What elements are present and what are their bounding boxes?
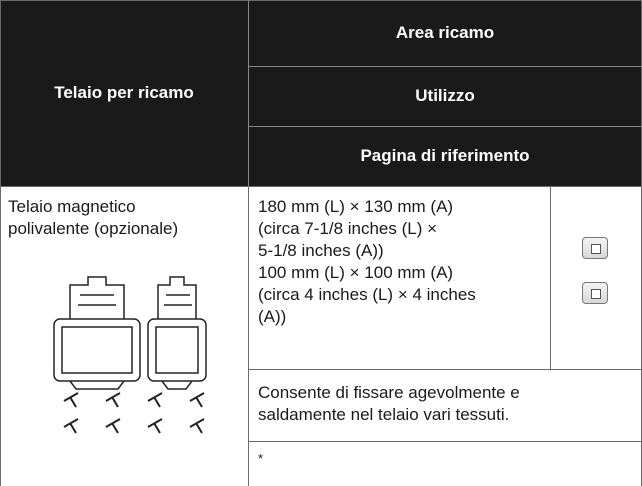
text-line: 180 mm (L) × 130 mm (A)	[258, 197, 454, 216]
text-line: (circa 4 inches (L) × 4 inches	[258, 285, 476, 304]
text-line: (A))	[258, 307, 287, 326]
text-line: 5-1/8 inches (A))	[258, 241, 384, 260]
usage-text: Consente di fissare agevolmente e saldame…	[258, 382, 638, 426]
border	[0, 186, 642, 187]
header-reference: Pagina di riferimento	[248, 126, 642, 186]
text-line: saldamente nel telaio vari tessuti.	[258, 405, 510, 424]
text-line: (circa 7-1/8 inches (L) ×	[258, 219, 438, 238]
header-text: Pagina di riferimento	[360, 146, 530, 165]
border	[0, 0, 1, 486]
icon-area-small	[582, 282, 608, 304]
divider	[248, 126, 642, 127]
header-text: Area ricamo	[395, 23, 495, 42]
header-text: Telaio per ricamo	[54, 83, 194, 102]
frame-illustration	[53, 276, 207, 434]
reference-text: *	[258, 451, 264, 466]
header-text: Utilizzo	[415, 86, 475, 105]
header-area: Area ricamo	[248, 0, 642, 66]
border	[248, 441, 642, 442]
text-line: 100 mm (L) × 100 mm (A)	[258, 263, 454, 282]
border	[248, 369, 642, 370]
border	[248, 186, 249, 486]
divider	[248, 0, 249, 186]
border	[0, 0, 642, 1]
text-line: polivalente (opzionale)	[8, 219, 179, 238]
text-line: Consente di fissare agevolmente e	[258, 383, 520, 402]
divider	[248, 66, 642, 67]
text-line: Telaio magnetico	[8, 197, 136, 216]
icon-area-large	[582, 237, 608, 259]
area-text: 180 mm (L) × 130 mm (A) (circa 7-1/8 inch…	[258, 196, 548, 328]
header-frame: Telaio per ricamo	[0, 0, 248, 186]
border	[550, 186, 551, 369]
frame-name: Telaio magnetico polivalente (opzionale)	[8, 196, 244, 240]
header-usage: Utilizzo	[248, 66, 642, 126]
